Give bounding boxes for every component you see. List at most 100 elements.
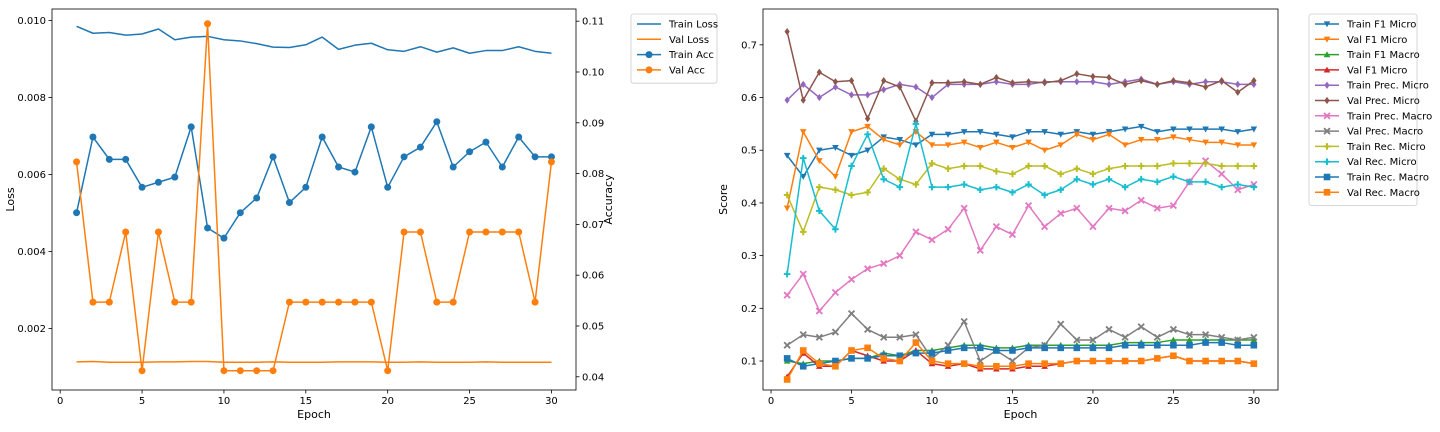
legend-entry: Train Acc [637, 50, 714, 61]
data-point [944, 183, 952, 191]
legend-entry: Val F1 Micro [1315, 65, 1407, 76]
data-point [799, 347, 807, 354]
data-point [832, 357, 839, 365]
data-point [302, 298, 310, 306]
data-point [1057, 142, 1065, 149]
data-point [912, 228, 920, 236]
legend-entry: Val Rec. Macro [1315, 188, 1420, 199]
data-point [1219, 77, 1225, 85]
data-point [847, 275, 856, 283]
data-point [1202, 357, 1209, 365]
data-point [1042, 79, 1048, 87]
data-point [816, 93, 822, 102]
data-point [1202, 83, 1209, 91]
data-point [1169, 201, 1178, 210]
data-point [122, 155, 130, 163]
data-point [783, 376, 791, 383]
data-point [1041, 223, 1049, 231]
data-point [783, 191, 791, 199]
data-point [912, 142, 920, 149]
legend-label: Train Rec. Micro [1346, 142, 1426, 153]
data-point [1009, 170, 1016, 178]
data-point [1138, 77, 1144, 85]
y-axis-label: Score [717, 184, 730, 215]
data-point [449, 298, 457, 306]
data-point [1154, 178, 1161, 186]
x-tick-label: 10 [926, 396, 939, 407]
data-point [976, 362, 984, 370]
data-point [848, 162, 855, 170]
data-point [944, 165, 952, 172]
data-point [961, 78, 967, 86]
data-point [204, 20, 212, 28]
data-point [1154, 162, 1161, 170]
data-point [799, 331, 807, 339]
data-point [1137, 196, 1145, 204]
data-point [896, 137, 904, 143]
legend-marker [645, 51, 653, 59]
data-point [318, 133, 326, 141]
data-point [944, 225, 952, 233]
data-point [1057, 170, 1065, 178]
data-point [1234, 357, 1242, 365]
data-point [816, 158, 823, 165]
data-point [1169, 325, 1178, 334]
data-point [993, 73, 999, 82]
data-point [1218, 339, 1225, 346]
data-point [848, 129, 855, 136]
data-point [1234, 186, 1242, 194]
legend-entry: Train F1 Macro [1315, 50, 1420, 61]
y-tick-label: 0.006 [17, 170, 46, 181]
y-tick-label: 0.3 [741, 251, 757, 262]
data-point [831, 288, 840, 297]
series-train-acc [73, 118, 555, 242]
data-point [1202, 160, 1209, 167]
y-tick-label: 0.7 [741, 40, 757, 51]
legend-entry: Train Rec. Micro [1315, 142, 1426, 153]
y-tick-label: 0.002 [17, 324, 46, 335]
data-point [1074, 78, 1080, 86]
data-point [1106, 73, 1112, 82]
data-point [960, 360, 968, 367]
data-point [285, 199, 293, 207]
y2-tick-label: 0.09 [582, 118, 604, 129]
data-point [1073, 357, 1081, 365]
data-point [1041, 191, 1048, 199]
data-point [171, 298, 179, 306]
data-point [1186, 341, 1193, 349]
legend-entry: Train F1 Micro [1315, 20, 1416, 31]
data-point [1074, 70, 1080, 78]
legend-box [1308, 13, 1418, 207]
data-point [847, 309, 856, 318]
data-point [815, 333, 823, 341]
loss-accuracy-chart: 0 5 10 15 20 25 30 0.002 0.004 0.006 0.008 0.010 0.0… [4, 8, 718, 421]
series-train-rec-macro [783, 339, 1258, 370]
data-point [896, 252, 904, 260]
y2-tick-label: 0.11 [582, 17, 604, 28]
data-point [864, 91, 871, 99]
data-point [832, 83, 839, 91]
data-point [848, 355, 855, 362]
data-point [897, 83, 903, 91]
data-point [1024, 201, 1033, 210]
legend-label: Val Loss [669, 35, 709, 46]
data-point [1105, 131, 1113, 138]
data-point [1073, 336, 1081, 344]
data-point [993, 131, 1000, 138]
data-point [466, 228, 474, 236]
y-axis-label: Loss [4, 187, 17, 211]
data-point [1073, 131, 1081, 138]
data-point [993, 183, 1000, 191]
series-line [786, 125, 1254, 209]
series-val-f1-micro [783, 347, 1258, 380]
data-point [547, 158, 555, 166]
series-line [786, 312, 1254, 362]
data-point [1105, 165, 1113, 172]
data-point [944, 142, 952, 149]
data-point [351, 168, 359, 176]
data-point [863, 325, 872, 334]
legend-label: Val Rec. Macro [1347, 188, 1420, 199]
data-point [1041, 129, 1048, 136]
data-point [993, 347, 1000, 354]
data-point [832, 186, 839, 194]
